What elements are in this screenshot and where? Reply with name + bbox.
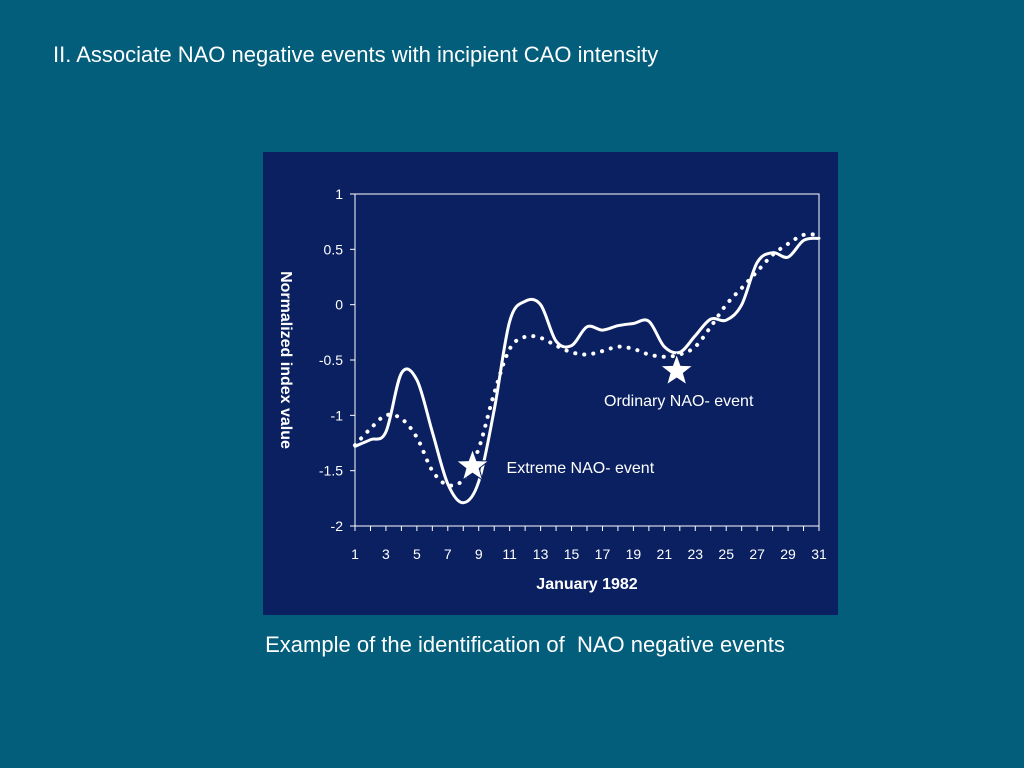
x-tick-label: 23	[687, 546, 703, 562]
x-axis-ticks: 1 3 5 7 9 11 13 15 17 19 21 23 25 27 29 31	[351, 526, 827, 562]
series-solid-line	[353, 236, 821, 505]
x-tick-label: 7	[444, 546, 452, 562]
x-tick-label: 3	[382, 546, 390, 562]
nao-line-chart: 10.50-0.5-1-1.5-2 1 3 5 7 9 11 13 15 17 19 21 23 25 2…	[277, 186, 827, 593]
series-dotted-line	[353, 232, 821, 488]
star-marker-icon	[659, 352, 695, 386]
x-tick-label: 5	[413, 546, 421, 562]
annotation-layer: Extreme NAO- event Ordinary NAO- event	[455, 352, 754, 482]
y-tick-label: -1.5	[319, 463, 343, 479]
chart-panel: 1 0.5 0 -0.5 -1 -1.5 -2 1 3 5 7 9 11 13 15 17 19 21 23 25 2…	[263, 152, 838, 615]
y-tick-label: 1	[335, 186, 343, 202]
series-layer	[353, 232, 821, 505]
x-tick-label: 9	[475, 546, 483, 562]
x-tick-label: 19	[626, 546, 642, 562]
figure-caption: Example of the identification of NAO neg…	[265, 632, 785, 657]
y-axis-title: Normalized index value	[277, 271, 294, 449]
slide-title: II. Associate NAO negative events with i…	[53, 42, 659, 67]
x-tick-label: 31	[811, 546, 827, 562]
x-axis-title: January 1982	[536, 576, 638, 593]
x-tick-label: 15	[564, 546, 580, 562]
annotation-label: Extreme NAO- event	[507, 460, 655, 477]
y-tick-label: 0.5	[324, 241, 344, 257]
x-tick-label: 13	[533, 546, 549, 562]
y-tick-label: -0.5	[319, 352, 343, 368]
annotation-label: Ordinary NAO- event	[604, 393, 754, 410]
star-marker-icon	[455, 447, 491, 482]
x-tick-label: 29	[780, 546, 796, 562]
x-tick-label: 11	[502, 546, 517, 562]
x-tick-label: 1	[351, 546, 359, 562]
y-axis-ticks: 1 0.5 0 -0.5 -1 -1.5 -2	[319, 186, 355, 534]
y-tick-label: -2	[331, 518, 344, 534]
y-tick-label: -1	[331, 407, 344, 423]
x-tick-label: 27	[749, 546, 765, 562]
y-tick-label: 0	[335, 297, 343, 313]
x-tick-label: 17	[595, 546, 611, 562]
x-tick-label: 21	[657, 546, 673, 562]
x-tick-label: 25	[718, 546, 734, 562]
